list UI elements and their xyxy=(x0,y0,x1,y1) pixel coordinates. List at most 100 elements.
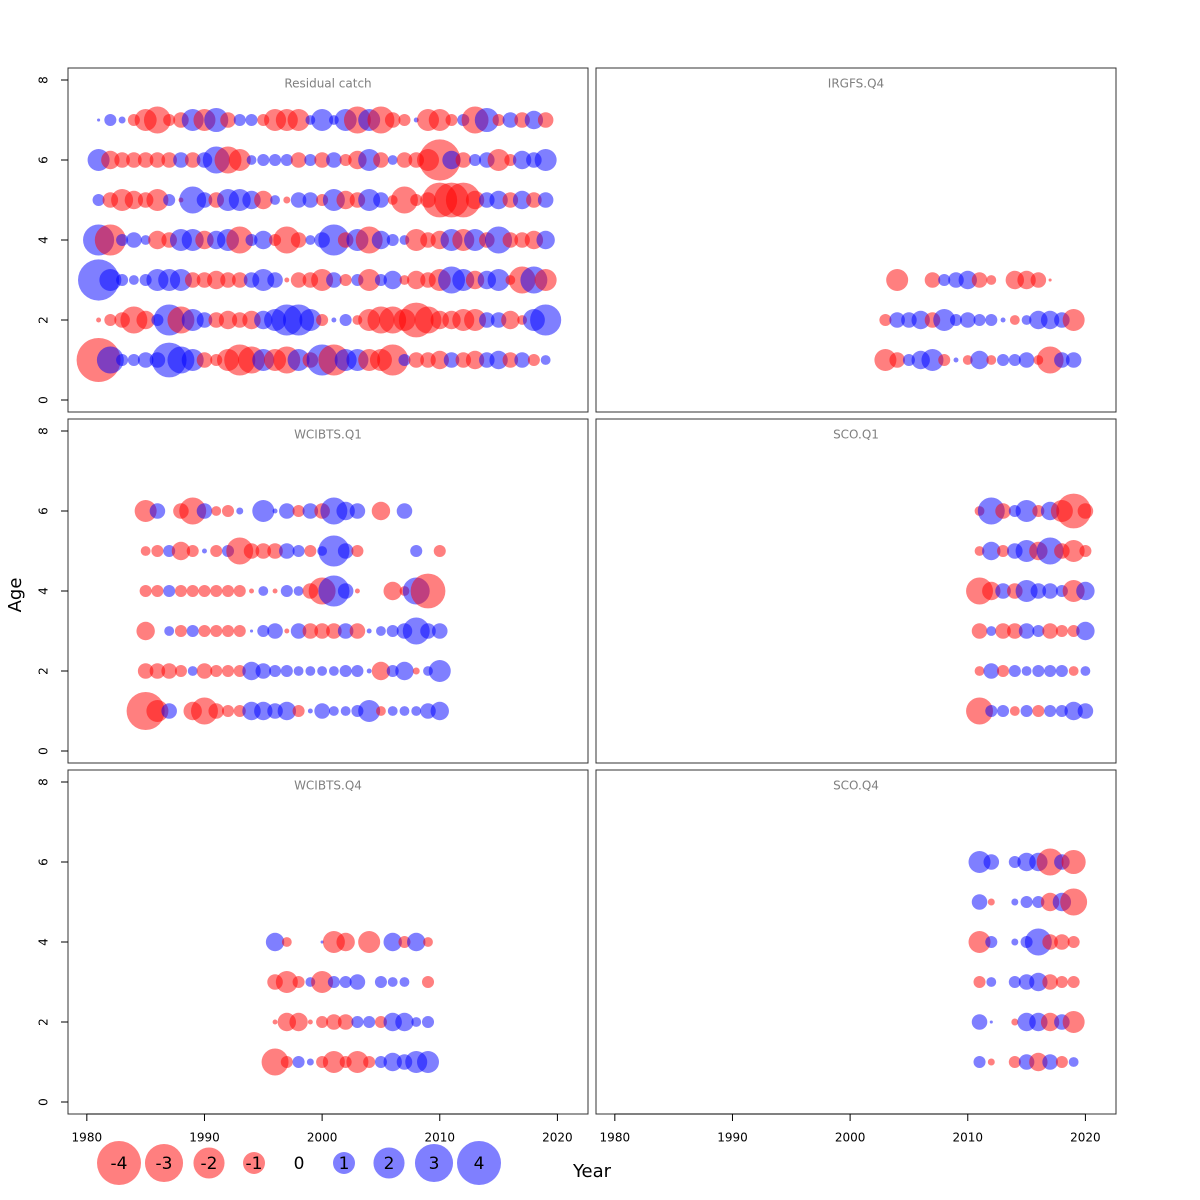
bubble xyxy=(327,975,340,989)
bubble xyxy=(358,931,381,953)
bubble xyxy=(1011,898,1019,906)
bubble xyxy=(371,230,391,250)
bubble xyxy=(1048,278,1052,282)
bubble xyxy=(1042,583,1058,599)
bubble xyxy=(305,666,316,676)
bubble xyxy=(146,700,169,722)
bubble xyxy=(318,224,350,256)
bubble xyxy=(255,543,272,559)
bubble xyxy=(233,664,246,678)
bubble xyxy=(196,192,213,208)
bubble xyxy=(1067,624,1080,638)
bubble xyxy=(384,112,401,128)
bubble xyxy=(280,584,293,598)
bubble xyxy=(390,186,418,214)
bubble xyxy=(1080,666,1091,676)
bubble xyxy=(1021,666,1032,676)
bubble xyxy=(1032,504,1045,518)
bubble xyxy=(430,701,449,721)
bubble xyxy=(971,623,988,639)
bubble xyxy=(163,113,176,127)
bubble xyxy=(399,977,410,987)
bubble xyxy=(987,1058,995,1066)
bubble xyxy=(410,573,446,609)
bubble xyxy=(983,854,1000,870)
bubble xyxy=(221,504,235,518)
bubble xyxy=(902,353,915,367)
bubble xyxy=(280,1055,293,1069)
bubble xyxy=(512,190,532,210)
bubble xyxy=(363,1015,376,1029)
bubble xyxy=(1062,1011,1085,1033)
bubble xyxy=(386,664,399,678)
bubble xyxy=(307,708,313,714)
bubble xyxy=(407,270,426,290)
bubble xyxy=(974,666,985,676)
bubble xyxy=(489,190,508,210)
bubble xyxy=(293,586,304,596)
bubble xyxy=(187,666,198,676)
bubble xyxy=(279,503,295,519)
bubble xyxy=(985,935,998,949)
bubble xyxy=(971,894,988,910)
bubble xyxy=(421,975,435,989)
bubble xyxy=(273,226,301,254)
bubble xyxy=(374,273,387,287)
bubble xyxy=(134,500,157,522)
bubble xyxy=(428,660,451,682)
bubble xyxy=(504,153,517,167)
bubble xyxy=(534,269,557,291)
bubble xyxy=(410,193,423,207)
bubble xyxy=(405,229,428,251)
bubble xyxy=(1042,1054,1058,1070)
bubble xyxy=(124,190,144,210)
bubble xyxy=(328,706,339,716)
bubble xyxy=(489,350,508,370)
bubble xyxy=(387,706,398,716)
bubble xyxy=(292,544,305,558)
bubble xyxy=(1008,664,1021,678)
bubble xyxy=(973,975,986,989)
bubble xyxy=(140,546,151,556)
bubble xyxy=(938,273,951,287)
bubble xyxy=(126,152,142,168)
bubble xyxy=(1030,583,1047,599)
bubble xyxy=(104,113,117,127)
bubble xyxy=(367,106,395,134)
bubble xyxy=(270,195,280,205)
bubble xyxy=(371,501,391,521)
bubble xyxy=(284,277,290,283)
bubble xyxy=(149,503,166,519)
bubble xyxy=(1021,315,1032,325)
bubble xyxy=(1054,352,1070,368)
bubble xyxy=(211,506,222,516)
bubble xyxy=(245,233,258,247)
bubble xyxy=(94,224,126,256)
bubble xyxy=(290,272,307,288)
bubble xyxy=(314,152,330,168)
bubble xyxy=(502,232,519,248)
bubble xyxy=(243,543,260,559)
bubble xyxy=(502,112,519,128)
bubble xyxy=(326,272,342,288)
bubble xyxy=(989,1020,993,1024)
bubble xyxy=(445,182,481,218)
bubble xyxy=(210,544,223,558)
bubble xyxy=(221,704,235,718)
bubble xyxy=(226,226,254,254)
bubble xyxy=(1067,975,1080,989)
bubble xyxy=(373,152,389,168)
bubble xyxy=(96,317,102,323)
bubble xyxy=(96,346,124,374)
bubble xyxy=(258,586,269,596)
bubble xyxy=(512,150,532,170)
y-tick-label: 0 xyxy=(37,747,51,755)
bubble xyxy=(383,1052,402,1072)
bubble xyxy=(233,113,246,127)
bubble xyxy=(196,352,213,368)
legend-bubble xyxy=(457,1141,501,1185)
bubble xyxy=(146,189,169,211)
bubble xyxy=(252,269,275,291)
bubble xyxy=(398,353,411,367)
bubble xyxy=(540,355,551,365)
